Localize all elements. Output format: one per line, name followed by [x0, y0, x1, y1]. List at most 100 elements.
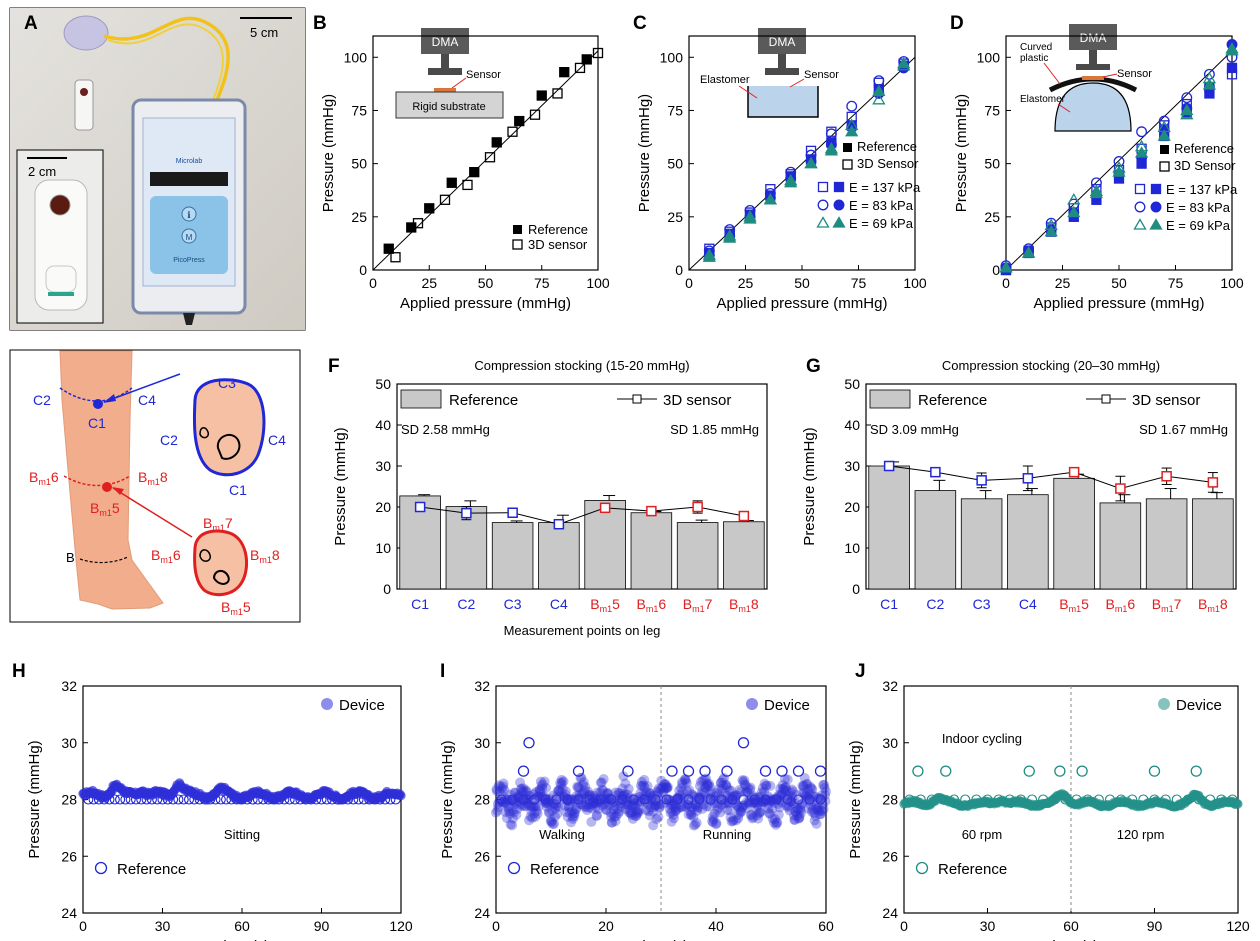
- device-point: [507, 820, 518, 831]
- device-point: [756, 796, 767, 807]
- device-point: [807, 804, 818, 815]
- device-point: [738, 776, 749, 787]
- diagram-b: DMA Rigid substrate Sensor: [395, 28, 504, 119]
- device-point: [653, 783, 664, 794]
- device-point: [731, 790, 742, 801]
- device-point: [754, 808, 765, 819]
- device-point: [509, 787, 520, 798]
- dma-plate-c: [765, 68, 799, 75]
- device-point: [605, 807, 616, 818]
- device-point: [521, 793, 532, 804]
- legend-marker-3d-sensor: [512, 239, 523, 250]
- x-tick-label: 100: [1220, 275, 1244, 291]
- device-point: [619, 788, 630, 799]
- device-point: [815, 794, 826, 805]
- y-tick-label: 0: [359, 262, 367, 278]
- device-point: [567, 811, 578, 822]
- device-point: [497, 783, 508, 794]
- curved-plastic-pointer: [1043, 62, 1061, 85]
- x-category-label: C1: [880, 596, 898, 612]
- x-tick-label: 75: [851, 275, 867, 291]
- device-point: [761, 780, 772, 791]
- device-point: [596, 777, 607, 788]
- device-point: [631, 805, 642, 816]
- y-tick-label: 26: [882, 848, 898, 864]
- device-point: [588, 798, 599, 809]
- sd-reference: SD 3.09 mmHg: [870, 422, 959, 437]
- device-point: [557, 783, 568, 794]
- sensor-chip-b: [434, 88, 456, 92]
- device-point: [753, 813, 764, 824]
- device-point: [777, 780, 788, 791]
- device-display: [150, 172, 228, 186]
- device-point: [815, 809, 826, 820]
- device-point: [676, 783, 687, 794]
- y-tick-label: 24: [61, 905, 77, 921]
- device-point: [795, 803, 806, 814]
- data-point: [484, 152, 496, 163]
- x-tick-label: 20: [598, 918, 614, 934]
- device-point: [794, 813, 805, 824]
- device-point: [747, 797, 758, 808]
- diagram-c: DMA Elastomer Sensor: [700, 28, 839, 118]
- device-point: [694, 793, 705, 804]
- device-point: [779, 785, 790, 796]
- y-axis-label: Pressure (mmHg): [439, 740, 456, 858]
- device-point: [716, 799, 727, 810]
- device-point: [766, 795, 777, 806]
- device-point: [642, 794, 653, 805]
- device-point: [1233, 799, 1243, 809]
- device-point: [819, 779, 830, 790]
- device-point: [614, 795, 625, 806]
- device-point: [594, 797, 605, 808]
- device-point: [546, 816, 557, 827]
- data-point: [1134, 146, 1149, 158]
- arrow-c-head: [103, 394, 116, 403]
- device-point: [625, 808, 636, 819]
- device-point: [601, 804, 611, 815]
- device-point: [802, 778, 813, 789]
- device-point: [512, 791, 523, 802]
- device-point: [615, 798, 626, 809]
- device-point: [678, 801, 689, 812]
- device-point: [789, 814, 800, 825]
- reference-point: [792, 765, 805, 777]
- chart-title: Compression stocking (15-20 mmHg): [474, 358, 689, 373]
- device-point: [736, 802, 747, 813]
- data-point: [723, 231, 737, 243]
- device-point: [569, 811, 580, 822]
- leg-point-bm5: [102, 482, 112, 492]
- data-point: [507, 126, 518, 137]
- device-point: [771, 817, 782, 828]
- device-point: [624, 807, 635, 818]
- reference-point: [804, 794, 815, 805]
- device-point: [552, 808, 563, 819]
- device-point: [688, 820, 699, 831]
- device-point: [645, 788, 656, 799]
- device-point: [584, 790, 595, 801]
- x-category-label: Bm15: [590, 596, 620, 614]
- device-point: [620, 778, 631, 789]
- x-tick-label: 0: [1002, 275, 1010, 291]
- device-point: [534, 784, 545, 795]
- device-point: [759, 786, 770, 797]
- leg-line-bm: [63, 475, 131, 487]
- device-point: [786, 796, 797, 807]
- device-point: [650, 800, 661, 811]
- device-point: [555, 777, 566, 788]
- device-point: [690, 819, 701, 830]
- device-point: [643, 799, 654, 810]
- device-point: [618, 771, 629, 782]
- y-tick-label: 75: [667, 102, 683, 118]
- reference-point: [523, 737, 535, 749]
- device-point: [501, 813, 512, 824]
- x-tick-label: 25: [1055, 275, 1071, 291]
- device-point: [667, 807, 678, 818]
- device-point: [519, 800, 530, 811]
- legend-marker-reference: [869, 389, 911, 409]
- y-axis-label: Pressure (mmHg): [26, 740, 43, 858]
- device-point: [719, 798, 730, 809]
- bar: [1053, 477, 1095, 590]
- device-point: [608, 809, 619, 820]
- reference-point: [617, 794, 628, 805]
